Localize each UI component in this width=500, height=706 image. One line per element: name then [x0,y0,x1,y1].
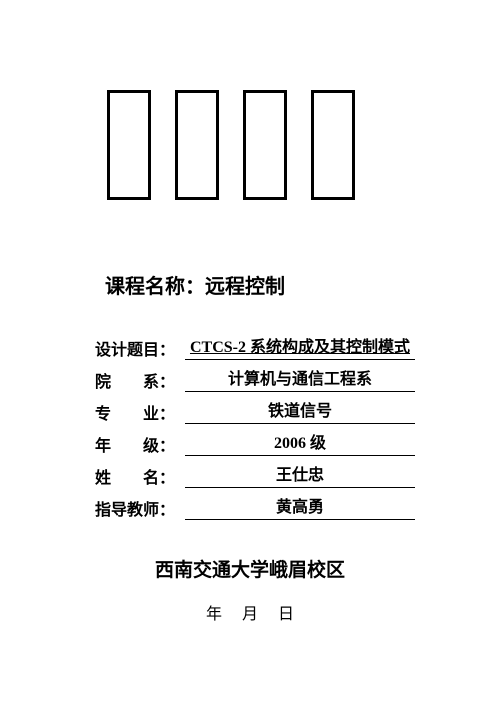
field-label: 设计题目： [95,336,185,360]
header-boxes [107,90,355,200]
field-row-advisor: 指导教师： 黄高勇 [95,490,415,520]
field-row-name: 姓 名： 王仕忠 [95,458,415,488]
course-label: 课程名称： [105,276,205,298]
header-box [175,90,219,200]
field-row-topic: 设计题目： CTCS-2 系统构成及其控制模式 [95,330,415,360]
field-value: 王仕忠 [276,461,324,485]
field-value: 计算机与通信工程系 [228,365,372,389]
field-value: 铁道信号 [268,397,332,421]
school-name: 西南交通大学峨眉校区 [0,555,500,582]
field-underline: 铁道信号 [185,393,415,424]
field-value: CTCS-2 系统构成及其控制模式 [190,333,410,357]
field-underline: 2006 级 [185,425,415,456]
fields-block: 设计题目： CTCS-2 系统构成及其控制模式 院 系： 计算机与通信工程系 专… [95,330,415,522]
field-underline: 王仕忠 [185,457,415,488]
field-label: 专 业： [95,400,185,424]
field-label: 年 级： [95,432,185,456]
course-value: 远程控制 [205,276,285,298]
field-row-department: 院 系： 计算机与通信工程系 [95,362,415,392]
header-box [311,90,355,200]
field-value: 黄高勇 [276,493,324,517]
header-box [243,90,287,200]
field-underline: CTCS-2 系统构成及其控制模式 [185,329,415,360]
field-label: 姓 名： [95,464,185,488]
course-line: 课程名称：远程控制 [105,270,285,299]
field-row-major: 专 业： 铁道信号 [95,394,415,424]
cover-page: 课程名称：远程控制 设计题目： CTCS-2 系统构成及其控制模式 院 系： 计… [0,0,500,706]
date-line: 年 月 日 [0,600,500,624]
field-underline: 计算机与通信工程系 [185,361,415,392]
header-box [107,90,151,200]
field-row-grade: 年 级： 2006 级 [95,426,415,456]
field-label: 指导教师： [95,496,185,520]
field-value: 2006 级 [274,429,326,453]
field-label: 院 系： [95,368,185,392]
field-underline: 黄高勇 [185,489,415,520]
